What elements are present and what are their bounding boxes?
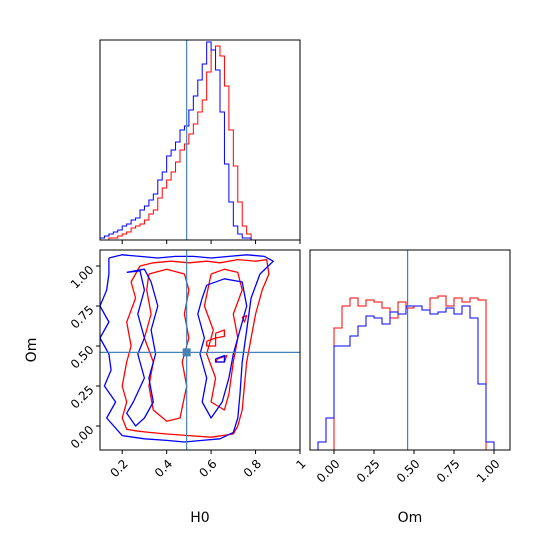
x-axis-label-h0: H0 (190, 510, 209, 526)
panel-hist-om: 0.00 0.25 0.50 0.75 1.00 Om (309, 249, 511, 526)
contour-x-tick-label: 0.4 (152, 457, 175, 480)
contour-x-ticks: 0.2 0.4 0.6 0.8 1 (107, 450, 309, 480)
contour-blue-line (126, 268, 159, 427)
truth-marker (182, 348, 191, 357)
contour-x-tick-label: 1 (293, 457, 308, 472)
contour-x-tick-label: 0.6 (196, 457, 219, 480)
hist-h0-red-series (100, 45, 278, 241)
hist-h0-ticks (121, 240, 301, 244)
contour-x-tick-label: 0.2 (107, 457, 130, 480)
x-axis-label-om: Om (398, 510, 423, 526)
hist-om-tick-label: 0.25 (354, 457, 383, 486)
hist-om-ticks: 0.00 0.25 0.50 0.75 1.00 (314, 450, 503, 485)
contour-blue-line (197, 278, 248, 419)
contour-series (99, 254, 274, 443)
panel-contour: 0.2 0.4 0.6 0.8 1 0.00 0.25 0.50 0.75 1.00 H0 Om (24, 249, 309, 526)
y-axis-label-om: Om (24, 338, 40, 363)
hist-om-tick-label: 1.00 (474, 457, 503, 486)
hist-om-tick-label: 0.50 (394, 457, 423, 486)
hist-h0-frame (99, 39, 301, 241)
contour-red-line (143, 268, 190, 422)
hist-om-red-series (318, 295, 494, 451)
contour-y-tick-label: 0.25 (68, 383, 97, 412)
contour-y-tick-label: 1.00 (68, 263, 97, 292)
hist-om-tick-label: 0.75 (434, 457, 463, 486)
hist-h0-blue-series (99, 41, 278, 241)
panel-hist-h0 (99, 39, 301, 244)
hist-om-frame (309, 249, 511, 451)
hist-om-series (317, 295, 495, 451)
contour-red-line (206, 337, 217, 347)
contour-blue-line (214, 354, 226, 363)
contour-x-tick-label: 0.8 (241, 457, 264, 480)
contour-y-tick-label: 0.75 (68, 303, 97, 332)
contour-frame (99, 249, 301, 451)
hist-om-tick-label: 0.00 (314, 457, 343, 486)
contour-y-tick-label: 0.00 (68, 423, 97, 452)
contour-red-line (203, 268, 243, 411)
contour-y-tick-label: 0.50 (68, 343, 97, 372)
contour-y-ticks: 0.00 0.25 0.50 0.75 1.00 (68, 263, 100, 452)
hist-h0-series (99, 41, 278, 241)
hist-om-blue-series (317, 305, 495, 450)
contour-red-line (121, 258, 270, 438)
contour-blue-line (99, 254, 274, 443)
contour-red-line (214, 329, 226, 339)
